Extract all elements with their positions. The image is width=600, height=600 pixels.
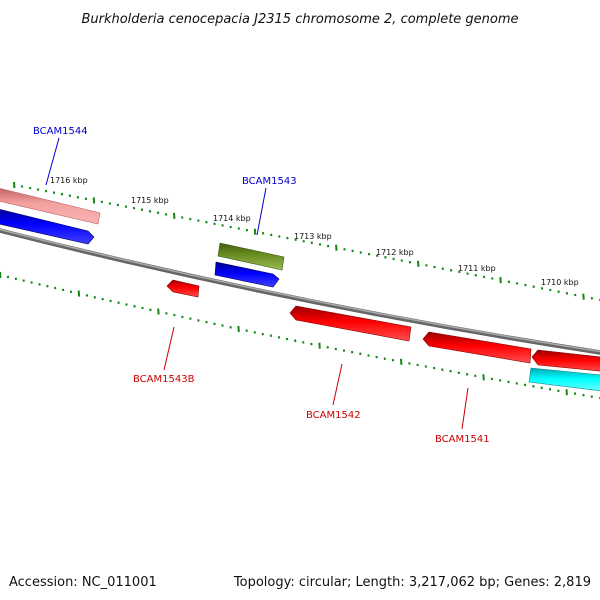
gene-label-bcam1543b[interactable]: BCAM1543B	[133, 374, 195, 385]
gene-feature-bcam1543b[interactable]	[166, 279, 200, 298]
scale-label-1715: 1715 kbp	[131, 196, 169, 205]
leader-line-bcam1544	[45, 137, 60, 186]
chromosome-backbone	[0, 228, 600, 355]
gene-feature-blue-forward[interactable]	[0, 207, 95, 245]
forward-scale-ticks	[13, 181, 600, 302]
gene-feature-bcam1541[interactable]	[422, 331, 532, 364]
gene-label-bcam1541[interactable]: BCAM1541	[435, 434, 490, 445]
gene-label-bcam1544[interactable]: BCAM1544	[33, 126, 88, 137]
chromosome-backbone-highlight	[0, 228, 600, 353]
leader-line-bcam1543	[256, 187, 267, 236]
leader-line-bcam1542	[332, 363, 343, 406]
scale-label-1714: 1714 kbp	[213, 214, 251, 223]
gene-feature-bcam1544[interactable]	[0, 186, 101, 225]
leader-line-bcam1541	[461, 387, 469, 430]
scale-label-1712: 1712 kbp	[376, 248, 414, 257]
gene-feature-cyan[interactable]	[528, 367, 600, 392]
gene-feature-bcam1543[interactable]	[217, 242, 285, 271]
map-title: Burkholderia cenocepacia J2315 chromosom…	[81, 12, 518, 27]
gene-feature-blue-forward-2[interactable]	[214, 261, 280, 288]
gene-label-bcam1542[interactable]: BCAM1542	[306, 410, 361, 421]
scale-label-1711: 1711 kbp	[458, 264, 496, 273]
scale-label-1710: 1710 kbp	[541, 278, 579, 287]
accession-text: Accession: NC_011001	[9, 575, 157, 590]
gene-label-bcam1543[interactable]: BCAM1543	[242, 176, 297, 187]
genome-summary-text: Topology: circular; Length: 3,217,062 bp…	[233, 575, 591, 590]
reverse-scale-ticks	[0, 271, 600, 400]
scale-label-1716: 1716 kbp	[50, 176, 88, 185]
leader-line-bcam1543b	[163, 326, 175, 371]
gene-feature-bcam1542[interactable]	[289, 305, 412, 342]
scale-label-1713: 1713 kbp	[294, 232, 332, 241]
gene-feature-red-edge[interactable]	[531, 349, 600, 372]
